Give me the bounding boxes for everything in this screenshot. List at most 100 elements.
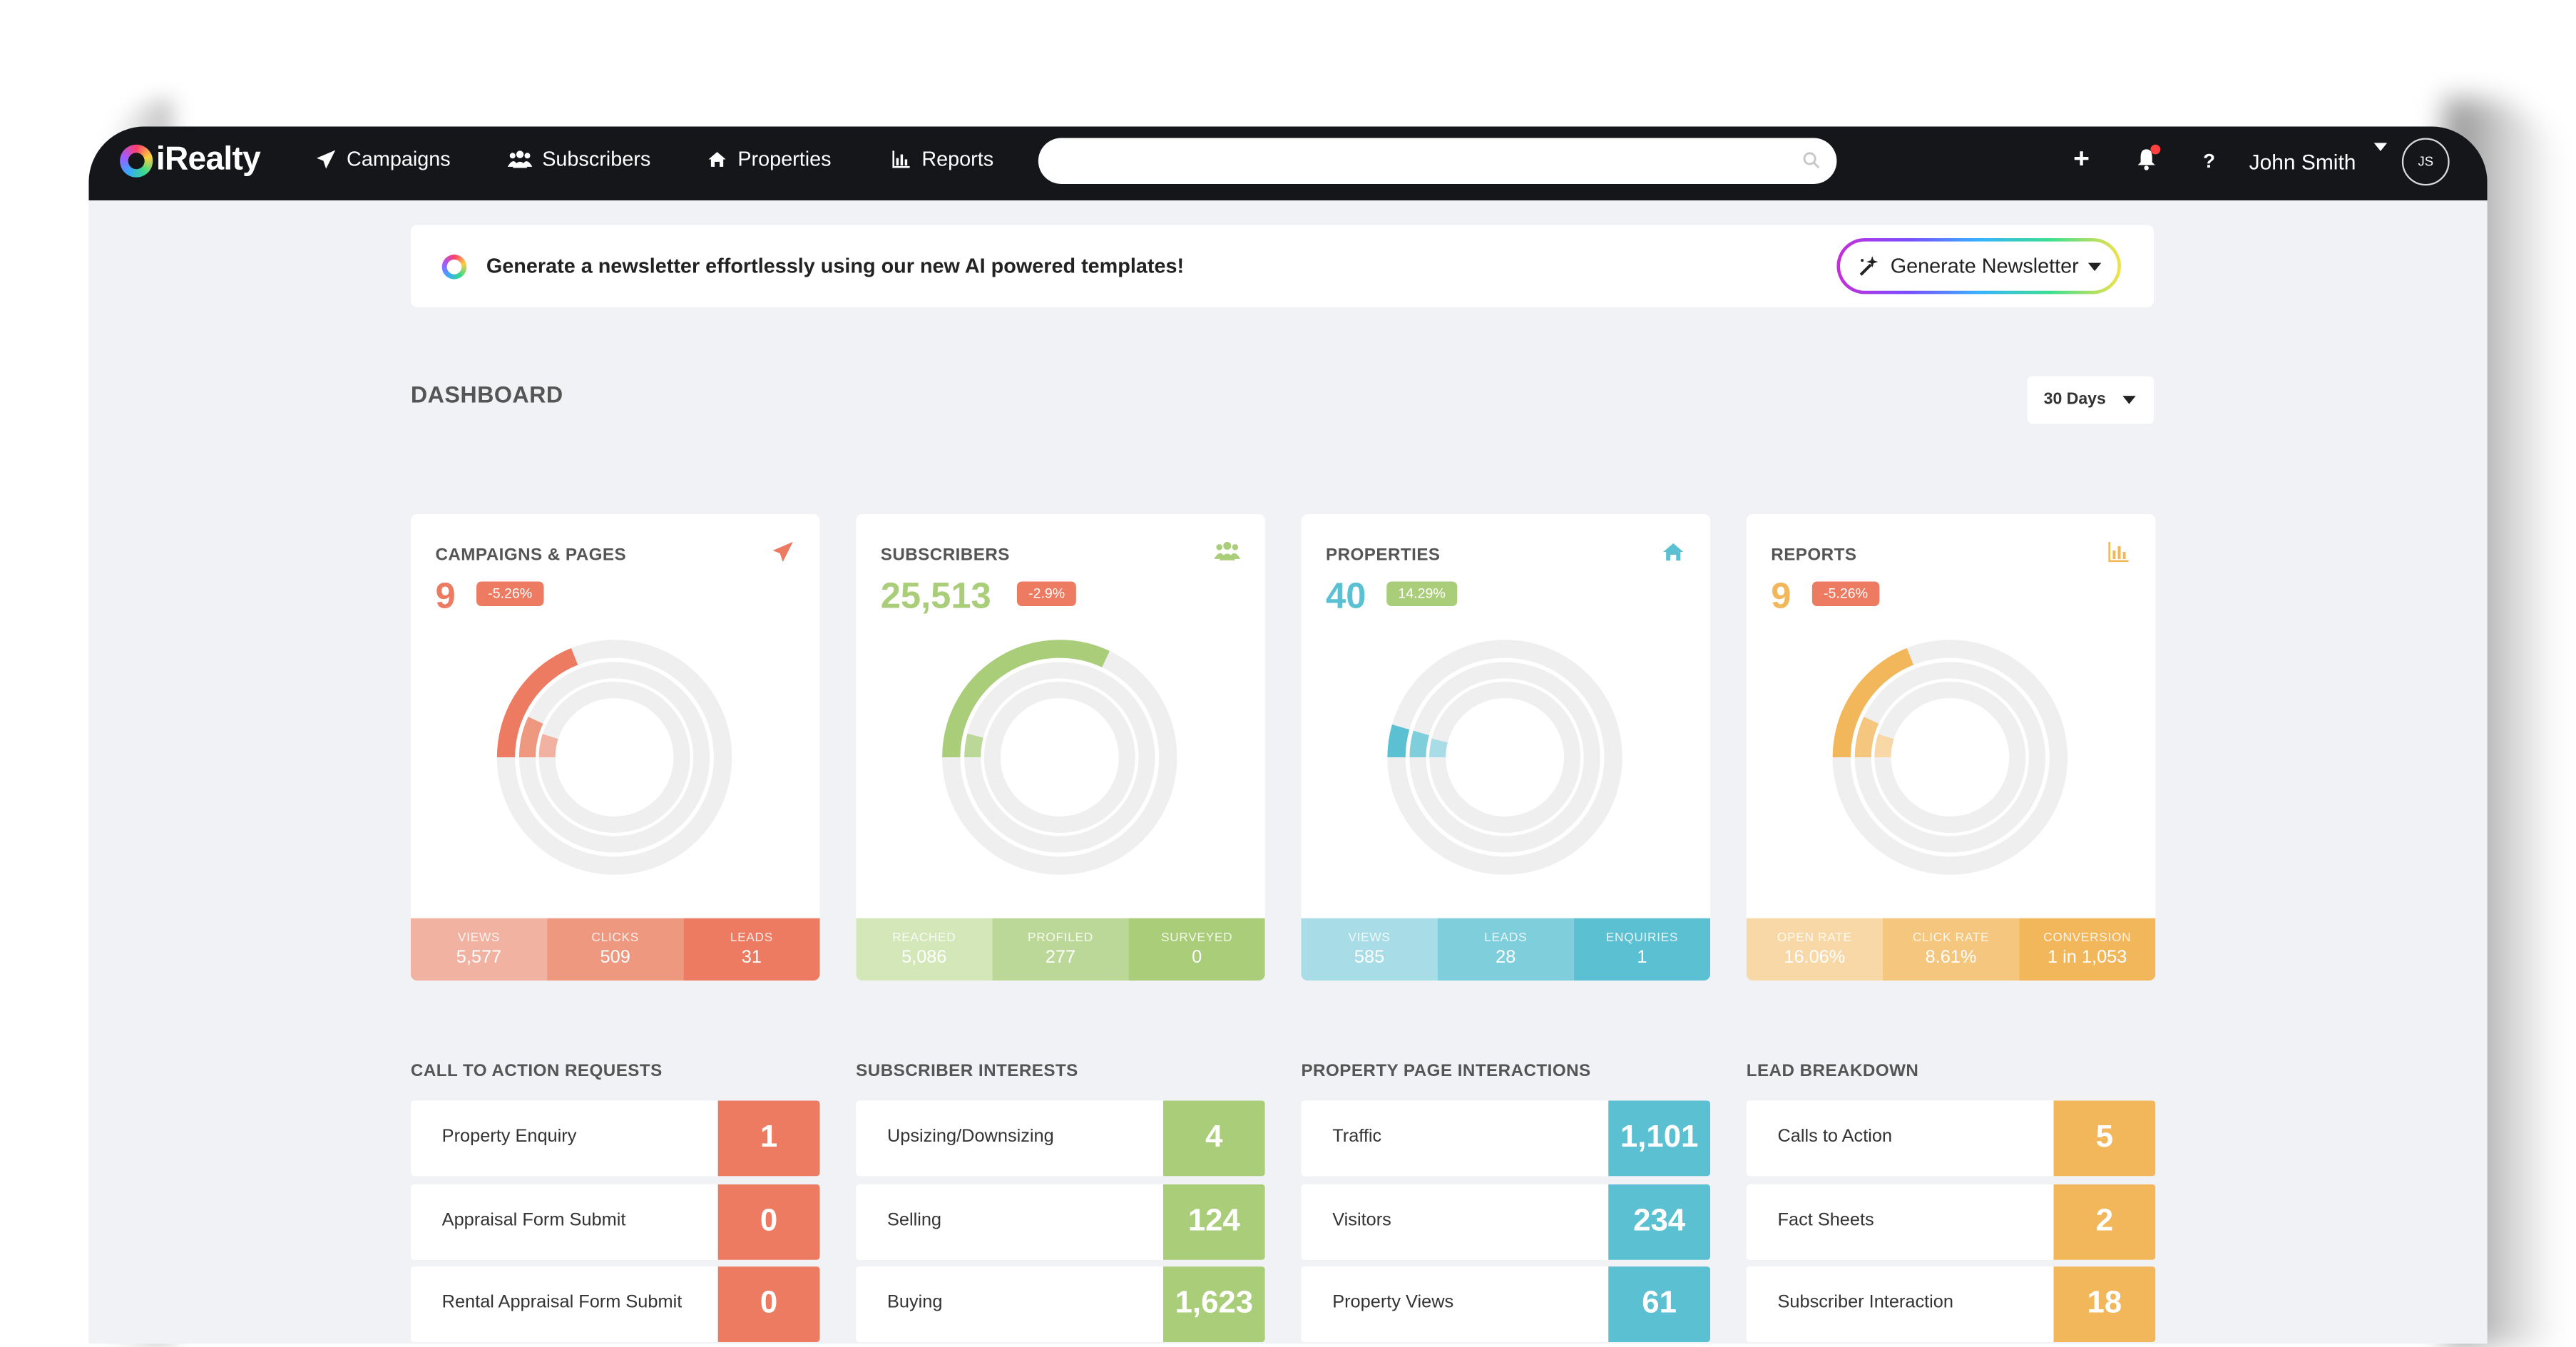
list-item[interactable]: Visitors 234: [1301, 1183, 1711, 1259]
bar-chart-icon: [892, 150, 910, 168]
ai-banner: Generate a newsletter effortlessly using…: [410, 225, 2155, 307]
donut-arc: [1409, 730, 1430, 758]
stat-value: 509: [600, 948, 630, 968]
donut-arc: [538, 734, 558, 758]
list-item[interactable]: Rental Appraisal Form Submit 0: [410, 1266, 820, 1343]
list-item[interactable]: Buying 1,623: [856, 1266, 1265, 1343]
stat-open-rate[interactable]: OPEN RATE 16.06%: [1746, 918, 1883, 981]
list-item-label: Upsizing/Downsizing: [886, 1127, 1054, 1147]
add-button[interactable]: +: [2073, 143, 2090, 175]
chevron-down-icon: [2088, 262, 2102, 270]
logo[interactable]: iRealty: [120, 141, 261, 179]
stat-profiled[interactable]: PROFILED 277: [992, 918, 1129, 981]
list-item[interactable]: Property Enquiry 1: [410, 1100, 820, 1177]
list-item[interactable]: Upsizing/Downsizing 4: [856, 1100, 1265, 1177]
list-item[interactable]: Calls to Action 5: [1746, 1100, 2156, 1177]
nav-reports[interactable]: Reports: [891, 148, 993, 171]
section-interactions: Traffic 1,101 Visitors 234 Property Views 6…: [1301, 1100, 1711, 1343]
list-item-value: 1,623: [1162, 1266, 1265, 1343]
stat-value: 16.06%: [1784, 948, 1846, 968]
stat-surveyed[interactable]: SURVEYED 0: [1128, 918, 1265, 981]
notification-dot: [2150, 144, 2161, 155]
list-item-value: 1: [717, 1100, 820, 1177]
avatar[interactable]: JS: [2401, 138, 2450, 186]
stat-views[interactable]: VIEWS 5,577: [410, 918, 548, 981]
stat-reached[interactable]: REACHED 5,086: [856, 918, 993, 981]
paper-plane-icon: [770, 541, 795, 572]
stat-click-rate[interactable]: CLICK RATE 8.61%: [1882, 918, 2020, 981]
donut-track: [1874, 681, 2026, 833]
card-subscribers[interactable]: SUBSCRIBERS 25,513 -2.9% REACHED 5,086 PR…: [856, 514, 1265, 981]
bell-icon: [2137, 149, 2155, 170]
list-item[interactable]: Traffic 1,101: [1301, 1100, 1711, 1177]
list-item-value: 5: [2053, 1100, 2156, 1177]
stat-views[interactable]: VIEWS 585: [1301, 918, 1438, 981]
stat-label: ENQUIRIES: [1605, 929, 1679, 945]
donut-arc: [518, 717, 543, 758]
user-name[interactable]: John Smith: [2249, 149, 2356, 175]
nav-campaigns[interactable]: Campaigns: [315, 148, 451, 171]
stat-value: 277: [1045, 948, 1076, 968]
stat-value: 5,577: [456, 948, 502, 968]
list-item[interactable]: Property Views 61: [1301, 1266, 1711, 1343]
home-icon: [708, 152, 726, 167]
stat-conversion[interactable]: CONVERSION 1 in 1,053: [2019, 918, 2156, 981]
card-title: SUBSCRIBERS: [880, 545, 1010, 565]
stat-label: VIEWS: [457, 929, 501, 945]
list-item[interactable]: Subscriber Interaction 18: [1746, 1266, 2156, 1343]
change-badge: -2.9%: [1016, 581, 1077, 607]
help-button[interactable]: ?: [2203, 149, 2216, 173]
nav-properties[interactable]: Properties: [707, 148, 832, 171]
section-title-interactions: PROPERTY PAGE INTERACTIONS: [1301, 1061, 1591, 1081]
stat-row: OPEN RATE 16.06% CLICK RATE 8.61% CONVERSI…: [1746, 918, 2156, 981]
stat-leads[interactable]: LEADS 31: [683, 918, 820, 981]
user-menu-caret-icon[interactable]: [2373, 143, 2388, 151]
search-input[interactable]: [1038, 138, 1762, 185]
section-title-leads: LEAD BREAKDOWN: [1746, 1061, 1919, 1081]
notifications-button[interactable]: [2136, 144, 2161, 175]
stat-label: OPEN RATE: [1777, 929, 1852, 945]
card-reports[interactable]: REPORTS 9 -5.26% OPEN RATE 16.06% CLICK R…: [1746, 514, 2156, 981]
card-campaigns[interactable]: CAMPAIGNS & PAGES 9 -5.26% VIEWS 5,577 CL…: [410, 514, 820, 981]
search-icon[interactable]: [1802, 151, 1820, 169]
page-title: DASHBOARD: [410, 381, 563, 408]
stat-value: 31: [741, 948, 762, 968]
card-properties[interactable]: PROPERTIES 40 14.29% VIEWS 585 LEADS 28 EN…: [1301, 514, 1711, 981]
generate-newsletter-button[interactable]: Generate Newsletter: [1836, 238, 2121, 295]
list-item-value: 4: [1162, 1100, 1265, 1177]
stat-value: 0: [1192, 948, 1202, 968]
list-item-label: Subscriber Interaction: [1777, 1292, 1953, 1313]
nav-subscribers[interactable]: Subscribers: [507, 148, 650, 171]
donut-track: [983, 681, 1135, 833]
stat-value: 1: [1637, 948, 1647, 968]
list-item[interactable]: Appraisal Form Submit 0: [410, 1183, 820, 1259]
card-title: CAMPAIGNS & PAGES: [435, 545, 627, 565]
list-item-label: Traffic: [1332, 1127, 1382, 1147]
list-item-value: 2: [2053, 1183, 2156, 1259]
logo-ring-icon: [120, 143, 153, 177]
list-item[interactable]: Selling 124: [856, 1183, 1265, 1259]
stat-label: LEADS: [1484, 929, 1528, 945]
card-title: REPORTS: [1771, 545, 1857, 565]
stat-value: 585: [1354, 948, 1385, 968]
list-item[interactable]: Fact Sheets 2: [1746, 1183, 2156, 1259]
stat-enquiries[interactable]: ENQUIRIES 1: [1573, 918, 1711, 981]
date-range-value: 30 Days: [2043, 391, 2106, 409]
donut-arc: [1429, 738, 1448, 758]
donut-chart: [1387, 640, 1622, 875]
stat-leads[interactable]: LEADS 28: [1437, 918, 1574, 981]
list-item-label: Buying: [886, 1292, 943, 1313]
date-range-select[interactable]: 30 Days: [2027, 376, 2155, 424]
banner-text: Generate a newsletter effortlessly using…: [486, 255, 1185, 278]
stat-clicks[interactable]: CLICKS 509: [547, 918, 684, 981]
stat-value: 1 in 1,053: [2048, 948, 2127, 968]
donut-arc: [496, 647, 578, 758]
donut-chart: [496, 640, 732, 875]
stat-label: PROFILED: [1027, 929, 1093, 945]
card-value: 40: [1326, 575, 1366, 616]
card-value: 9: [1771, 575, 1792, 616]
donut-chart: [1832, 640, 2068, 875]
donut-arc: [1854, 717, 1879, 758]
donut-arc: [1874, 734, 1894, 758]
users-icon: [507, 150, 533, 168]
